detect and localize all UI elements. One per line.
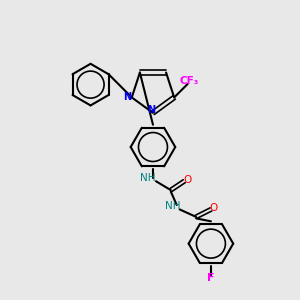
Text: O: O — [210, 203, 218, 213]
Text: N: N — [123, 92, 131, 102]
Text: N: N — [147, 105, 155, 115]
Text: F: F — [207, 273, 215, 283]
Text: NH: NH — [140, 173, 155, 183]
Text: NH: NH — [164, 202, 180, 212]
Text: CF₃: CF₃ — [179, 76, 199, 86]
Text: O: O — [184, 175, 192, 185]
